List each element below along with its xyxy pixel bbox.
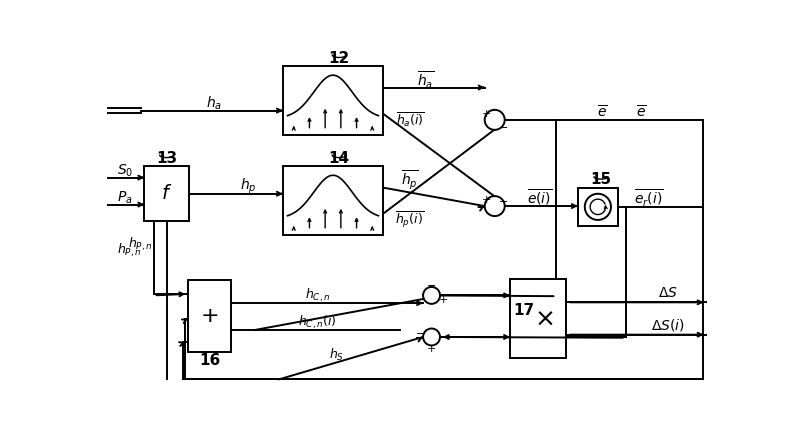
Bar <box>510 279 566 358</box>
Text: $\overline{h_p(i)}$: $\overline{h_p(i)}$ <box>395 210 425 230</box>
Text: $-$: $-$ <box>498 195 508 205</box>
Text: 16: 16 <box>199 353 221 368</box>
Text: $\overline{h_a(i)}$: $\overline{h_a(i)}$ <box>395 111 425 129</box>
Circle shape <box>423 287 440 304</box>
Bar <box>188 280 231 352</box>
Bar <box>283 66 383 135</box>
Text: $\Delta S(i)$: $\Delta S(i)$ <box>651 317 685 333</box>
Bar <box>283 166 383 235</box>
Text: $h_a$: $h_a$ <box>206 94 222 112</box>
Text: +: + <box>438 295 448 305</box>
Text: $-$: $-$ <box>426 279 437 289</box>
Text: $\times$: $\times$ <box>534 306 554 331</box>
Text: $h_p$: $h_p$ <box>240 176 257 196</box>
Text: +: + <box>201 306 219 326</box>
Text: $h_{C,n}$: $h_{C,n}$ <box>305 287 330 304</box>
Text: $\Delta S$: $\Delta S$ <box>658 286 678 300</box>
Text: $h_{P,n}$: $h_{P,n}$ <box>117 242 142 260</box>
Text: $\overline{e_r(i)}$: $\overline{e_r(i)}$ <box>634 187 663 209</box>
Text: 15: 15 <box>590 172 611 187</box>
Text: $\overline{h_p}$: $\overline{h_p}$ <box>402 168 418 192</box>
Text: +: + <box>482 108 491 118</box>
Circle shape <box>585 194 611 220</box>
Text: 17: 17 <box>514 303 534 318</box>
Text: $-$: $-$ <box>415 327 425 337</box>
Text: $h_{C,n}(i)$: $h_{C,n}(i)$ <box>298 314 337 331</box>
Text: $\overline{e(i)}$: $\overline{e(i)}$ <box>526 187 552 208</box>
Text: +: + <box>427 344 436 354</box>
Text: $h_S$: $h_S$ <box>330 347 345 363</box>
Text: $\overline{e}$: $\overline{e}$ <box>636 104 646 120</box>
Text: $\overline{e}$: $\overline{e}$ <box>598 104 608 120</box>
Text: 12: 12 <box>329 51 350 66</box>
Text: $S_0$: $S_0$ <box>117 162 134 179</box>
Text: $P_a$: $P_a$ <box>118 189 133 206</box>
Circle shape <box>485 110 505 130</box>
Text: +: + <box>482 195 491 205</box>
Text: 14: 14 <box>329 151 350 166</box>
Text: $f$: $f$ <box>161 184 172 203</box>
Bar <box>578 187 618 226</box>
Bar <box>144 166 189 221</box>
Circle shape <box>423 329 440 345</box>
Text: $-$: $-$ <box>498 121 508 131</box>
Text: $h_{P,n}$: $h_{P,n}$ <box>128 236 153 253</box>
Circle shape <box>485 196 505 216</box>
Text: $\overline{h_a}$: $\overline{h_a}$ <box>417 69 434 91</box>
Text: 13: 13 <box>156 151 178 166</box>
